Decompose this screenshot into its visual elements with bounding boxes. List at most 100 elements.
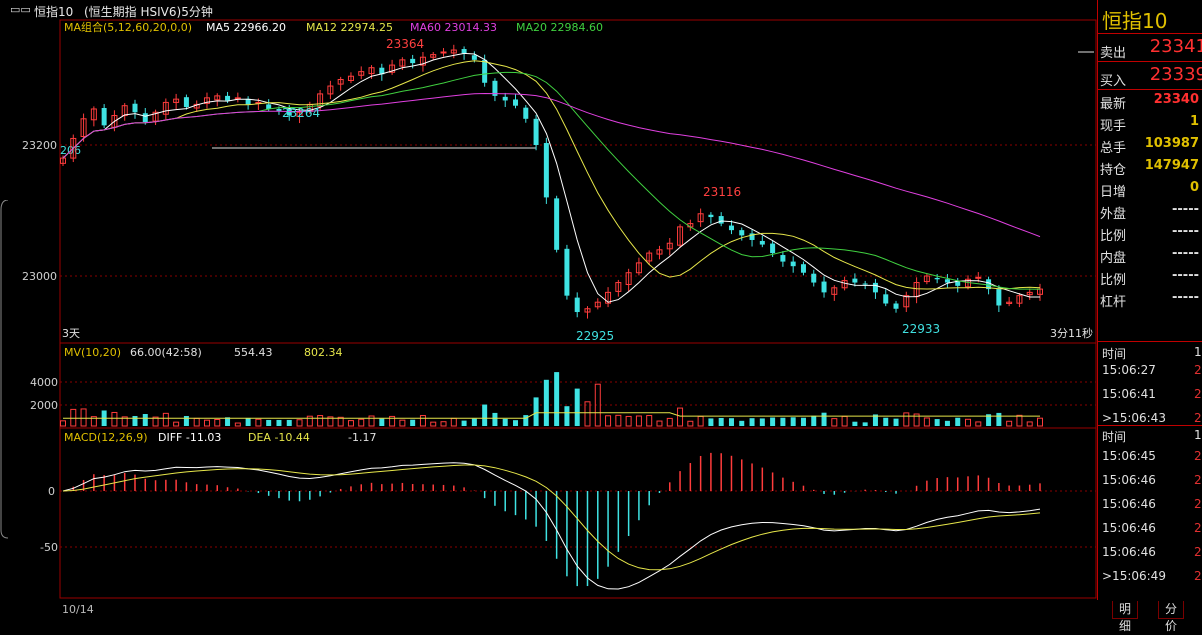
volume-bar [450,417,457,427]
quote-row-value: ----- [1172,224,1199,239]
volume-bar [584,401,591,427]
candle-body [461,49,467,54]
tick-value: 2 [1194,473,1202,487]
tick-row: 15:06:27 2 [1098,360,1202,382]
chart-area[interactable]: 23200 23000 4000 2000 0 -50 MA组合(5,12,60… [0,0,1097,600]
volume-bar [410,419,416,426]
tick-value: 2 [1194,569,1202,583]
volume-bar [419,415,426,427]
volume-bar [276,419,282,426]
candle-body [276,108,282,111]
volume-bar [883,417,889,426]
tick-value: 2 [1194,363,1202,377]
candle-body [615,282,622,292]
candle-body [162,101,169,115]
candle-body [1026,291,1033,296]
candle-body [872,282,878,293]
instrument-name: 恒指10 [34,5,74,19]
macd-tick-minus50: -50 [40,541,58,554]
tick-value: 2 [1194,545,1202,559]
volume-bar [132,415,138,426]
tick-time: 15:06:45 [1102,449,1156,463]
volume-v1: 66.00(42:58) [130,346,202,359]
candle-body [903,295,910,308]
macd-dea: DEA -10.44 [248,431,310,444]
quote-row: 比例 ----- [1098,222,1202,244]
quote-row-value: 0 [1189,180,1199,195]
quote-row-label: 最新 [1100,97,1127,112]
volume-bar [492,412,498,426]
sell-value: 23341 [1149,36,1202,57]
sell-row: 卖出 23341 [1098,34,1202,61]
quote-row: 日增 0 [1098,178,1202,200]
volume-bar [142,414,148,426]
volume-bar [523,415,529,426]
volume-bar [1037,417,1043,427]
instrument-description: (恒生期指 HSIV6)5分钟 [84,5,213,19]
volume-bar [965,418,972,427]
volume-bar [1006,420,1013,427]
price-tick-23200: 23200 [22,139,57,152]
volume-bar [461,420,467,426]
title-bar: ▭▭ 恒指10 (恒生期指 HSIV6)5分钟 [0,0,1096,20]
candle-body [358,71,365,76]
volume-bar [482,404,488,426]
tab-price[interactable]: 分价 [1158,601,1185,633]
ma5-line [62,52,1040,303]
candle-body [225,95,231,101]
candle-body [173,98,180,103]
volume-bar [358,418,365,427]
volume-bar [739,420,745,426]
volume-bar [80,408,87,427]
window-icon[interactable]: ▭▭ [10,3,31,16]
candle-body [492,80,498,96]
volume-bar [327,416,334,427]
left-scroll-indicator[interactable] [0,200,10,540]
volume-bar [111,411,118,427]
ma20-value: MA20 22984.60 [516,21,603,34]
tick-time: 15:06:46 [1102,473,1156,487]
volume-bar [90,416,97,427]
tick-time: 15:06:27 [1102,363,1156,377]
candle-body [389,64,396,73]
candle-body [605,291,612,304]
ticks1-header-label: 时间 [1102,347,1127,361]
volume-bar [687,420,694,427]
volume-bar [770,417,776,426]
quote-row-label: 日增 [1100,185,1127,200]
quote-row-value: 23340 [1153,92,1199,107]
volume-bar [635,415,642,427]
candle-body [923,275,930,283]
candle-body [975,276,982,279]
candle-body [656,249,663,255]
quote-title: 恒指10 [1102,9,1168,33]
candle-body [347,75,354,81]
tick-value: 2 [1194,387,1202,401]
tick-time: >15:06:49 [1102,569,1166,583]
volume-bar [214,419,221,427]
volume-bar [266,419,272,426]
candle-body [770,243,776,254]
quote-row-label: 比例 [1100,229,1127,244]
volume-bar [872,414,878,426]
bottom-bar [0,600,1202,620]
quote-row-value: ----- [1172,290,1199,305]
ticks2-header: 时间 1 [1098,425,1202,447]
ma20-line [62,71,1041,290]
volume-bar [554,372,560,426]
candle-body [419,56,426,66]
candle-body [944,279,950,283]
tick-row: 15:06:45 2 [1098,446,1202,468]
volume-bar [790,417,796,426]
tab-detail[interactable]: 明细 [1112,601,1139,633]
candle-body [574,297,580,313]
volume-bar [70,408,77,427]
volume-bar [543,379,549,426]
quote-row-value: 1 [1189,114,1199,129]
candle-body [266,104,272,109]
candle-body [728,225,734,231]
volume-bar [121,416,128,427]
candle-body [482,59,488,83]
quote-row-value: ----- [1172,268,1199,283]
buy-row: 买入 23339 [1098,62,1202,89]
